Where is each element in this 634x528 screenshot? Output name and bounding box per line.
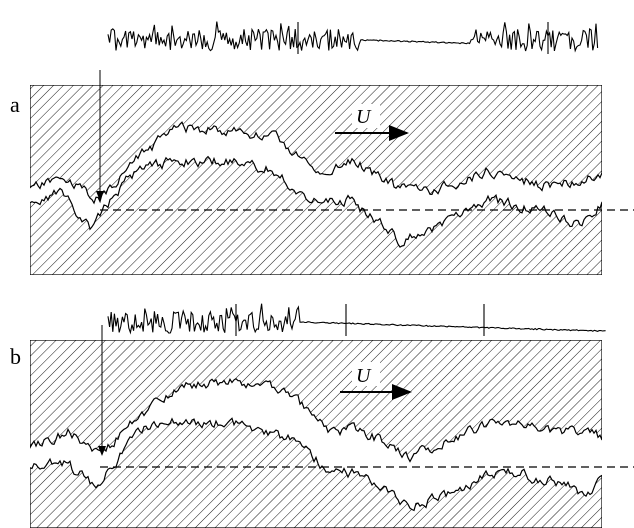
panel-b-force-trace [107,303,606,336]
panel-a-label: a [10,92,20,117]
panel-a: a U [10,21,634,275]
panel-a-upper-body [30,85,602,205]
panel-b: b U [10,303,634,528]
panel-b-upper-body [30,340,602,463]
panel-a-velocity-label: U [356,106,372,128]
panel-a-lower-body [30,155,602,275]
panel-b-lower-body [30,417,602,528]
panel-b-velocity-label: U [356,365,372,387]
panel-a-force-trace [107,21,599,54]
panel-b-label: b [10,344,21,369]
